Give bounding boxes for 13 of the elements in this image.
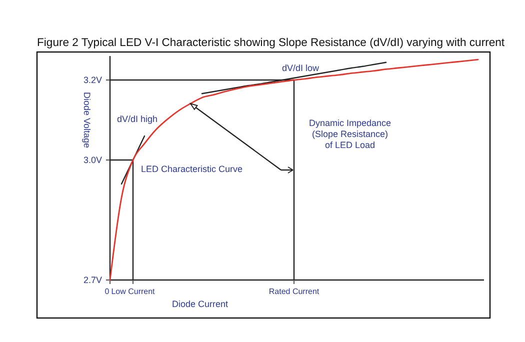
x-axis-title: Diode Current xyxy=(172,299,229,309)
x-tick-label: Rated Current xyxy=(268,287,320,296)
annotation: dV/dI high xyxy=(117,114,158,124)
chart-title: Figure 2 Typical LED V-I Characteristic showing Slope Resistance (dV/dI) varying with current xyxy=(37,37,506,49)
y-tick-label: 2.7V xyxy=(83,275,102,286)
y-tick-label: 3.2V xyxy=(83,75,102,86)
y-tick-label: 3.0V xyxy=(83,155,102,166)
x-tick-label: Low Current xyxy=(111,287,156,296)
annotation: dV/dI low xyxy=(282,63,320,73)
x-tick-label: 0 xyxy=(104,287,110,296)
annotation: LED Characteristic Curve xyxy=(141,164,243,174)
y-axis-title: Diode Voltage xyxy=(82,92,92,148)
annotation: Dynamic Impedance (Slope Resistance) of LED Load xyxy=(308,118,392,150)
